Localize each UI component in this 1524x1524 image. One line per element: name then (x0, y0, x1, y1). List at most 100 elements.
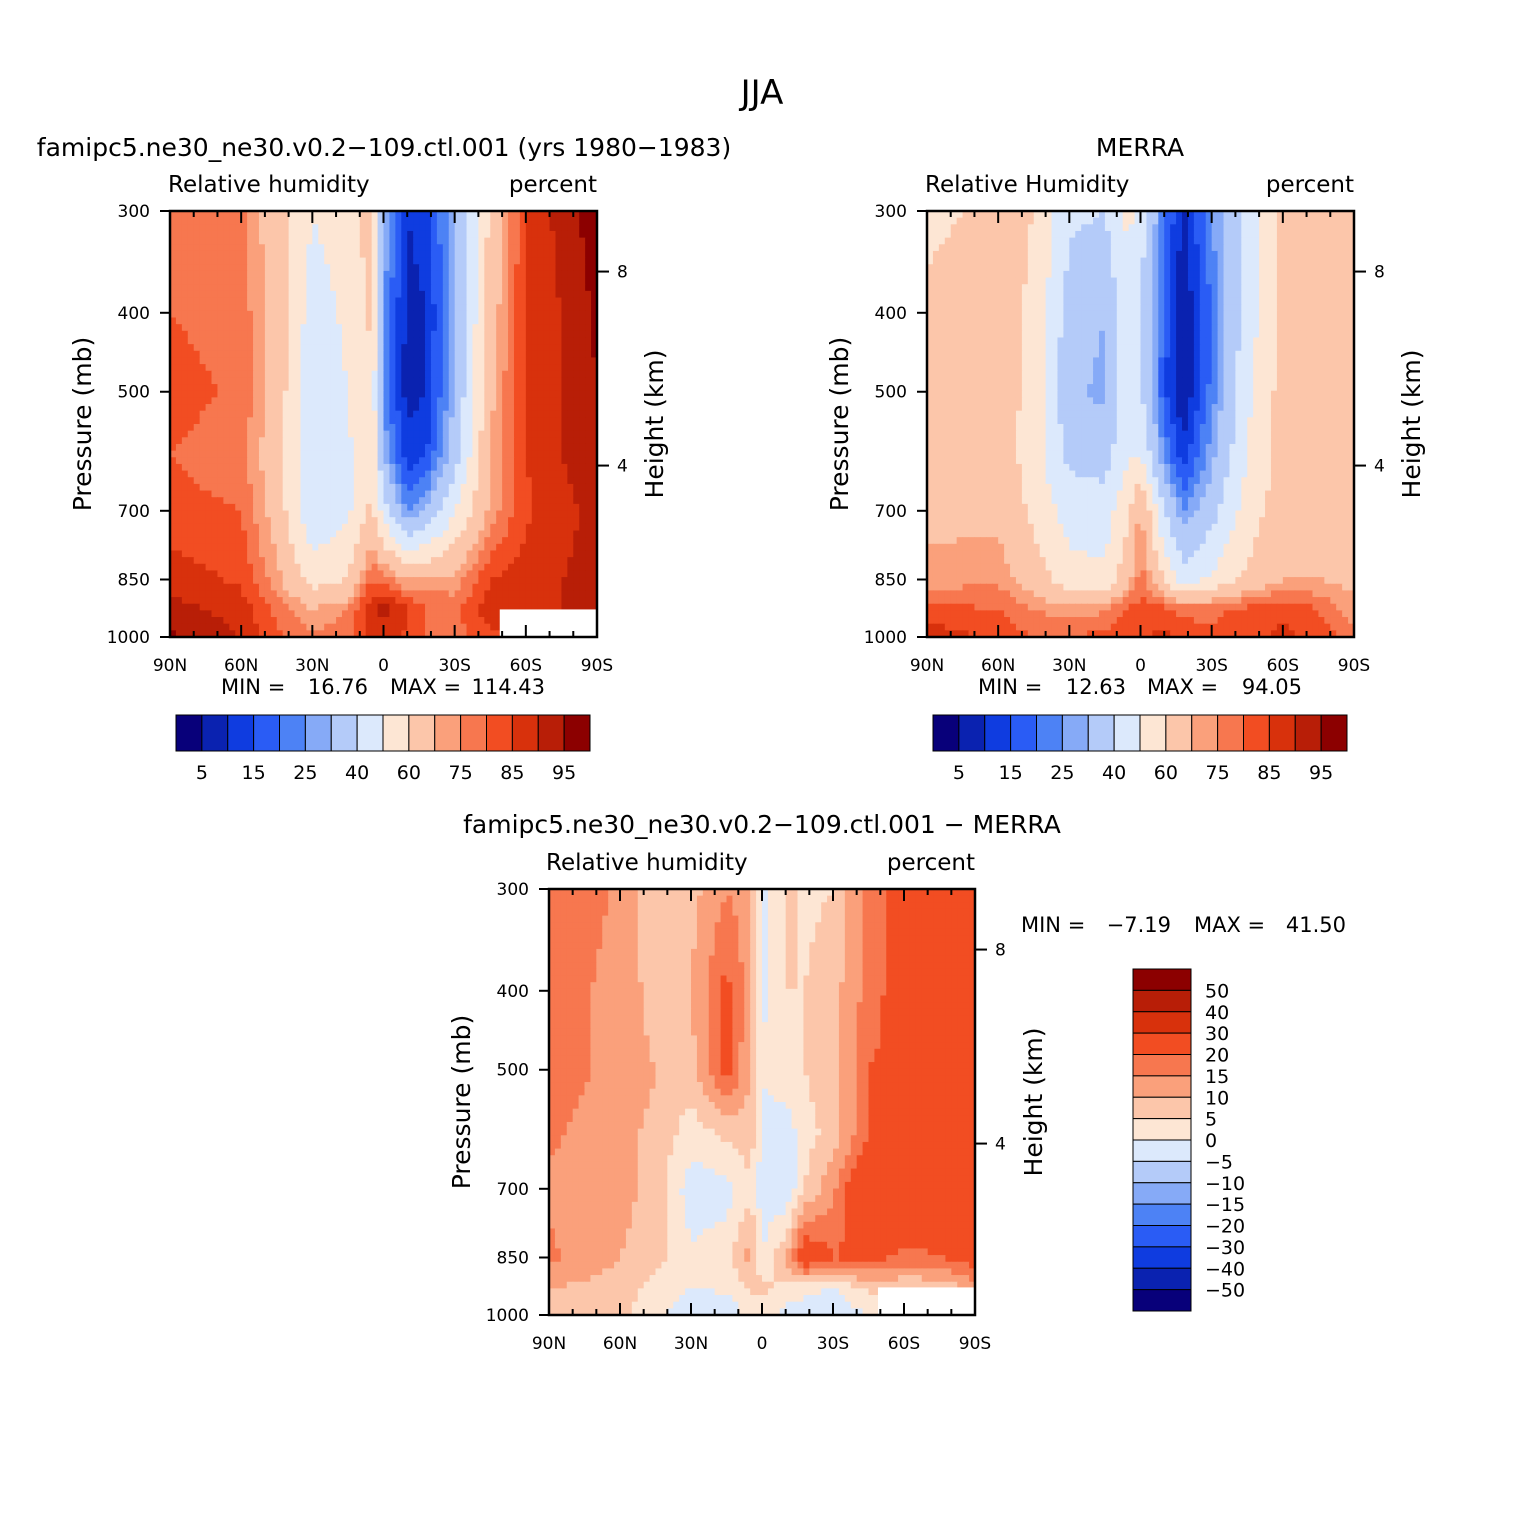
field-cell (484, 530, 491, 538)
field-cell (389, 563, 396, 572)
field-cell (591, 590, 598, 598)
field-cell (466, 470, 474, 478)
field-cell (579, 550, 586, 558)
field-cell (371, 490, 379, 498)
field-cell (282, 443, 290, 452)
field-cell (425, 297, 432, 305)
field-cell (247, 257, 254, 265)
field-cell (389, 597, 396, 605)
field-cell (229, 397, 236, 405)
field-cell (205, 290, 213, 299)
field-cell (300, 563, 307, 572)
field-cell (199, 344, 207, 352)
field-cell (193, 270, 201, 279)
field-cell (1164, 224, 1171, 232)
field-cell (377, 517, 385, 525)
field-cell (241, 557, 248, 565)
field-cell (472, 563, 479, 572)
field-cell (199, 517, 207, 525)
field-cell (282, 563, 290, 572)
field-cell (466, 324, 474, 332)
field-cell (484, 404, 491, 412)
field-cell (537, 384, 545, 392)
field-cell (217, 450, 224, 458)
field-cell (324, 364, 331, 372)
field-cell (258, 523, 266, 532)
field-cell (247, 297, 254, 305)
field-cell (324, 603, 331, 611)
field-cell (395, 597, 402, 605)
field-cell (962, 211, 970, 219)
field-cell (944, 217, 952, 225)
field-cell (484, 523, 491, 532)
panel-model-units: percent (509, 172, 597, 198)
field-cell (561, 344, 568, 352)
field-cell (318, 370, 325, 379)
field-cell (347, 290, 355, 299)
field-cell (306, 530, 313, 538)
field-cell (436, 217, 444, 225)
field-cell (555, 570, 563, 578)
field-cell (579, 583, 586, 592)
field-cell (247, 497, 254, 505)
field-cell (288, 297, 296, 305)
field-cell (383, 244, 391, 252)
field-cell (389, 610, 396, 618)
field-cell (549, 284, 557, 292)
field-cell (436, 617, 444, 625)
field-cell (336, 463, 343, 472)
field-cell (407, 583, 414, 592)
field-cell (175, 317, 183, 325)
field-cell (573, 350, 580, 359)
field-cell (484, 443, 491, 452)
field-cell (460, 443, 468, 452)
field-cell (389, 630, 396, 638)
field-cell (478, 310, 485, 319)
field-cell (205, 477, 213, 485)
field-cell (413, 497, 420, 505)
field-cell (484, 450, 491, 458)
field-cell (235, 597, 242, 605)
field-cell (170, 404, 177, 412)
field-cell (193, 583, 201, 592)
field-cell (306, 450, 313, 458)
field-cell (300, 297, 307, 305)
field-cell (419, 523, 426, 532)
field-cell (561, 577, 568, 585)
field-cell (442, 557, 450, 565)
field-cell (407, 610, 414, 618)
field-cell (175, 357, 183, 365)
field-cell (407, 297, 414, 305)
field-cell (247, 570, 254, 578)
field-cell (472, 577, 479, 585)
field-cell (282, 324, 290, 332)
field-cell (193, 390, 201, 398)
field-cell (300, 384, 307, 392)
field-cell (241, 257, 248, 265)
field-cell (330, 270, 337, 279)
field-cell (270, 404, 278, 412)
field-cell (549, 324, 557, 332)
field-cell (419, 490, 426, 498)
field-cell (585, 430, 592, 438)
field-cell (549, 550, 557, 558)
field-cell (508, 437, 515, 445)
field-cell (419, 437, 426, 445)
field-cell (181, 344, 189, 352)
field-cell (276, 310, 284, 319)
field-cell (389, 404, 396, 412)
field-cell (460, 623, 468, 631)
field-cell (229, 557, 236, 565)
field-cell (484, 457, 491, 465)
field-cell (247, 237, 254, 245)
field-cell (324, 357, 331, 365)
field-cell (193, 364, 201, 372)
field-cell (365, 517, 373, 525)
field-cell (288, 597, 296, 605)
field-cell (223, 537, 230, 545)
field-cell (389, 457, 396, 465)
field-cell (413, 623, 420, 631)
field-cell (300, 457, 307, 465)
field-cell (585, 543, 592, 552)
field-cell (561, 257, 568, 265)
